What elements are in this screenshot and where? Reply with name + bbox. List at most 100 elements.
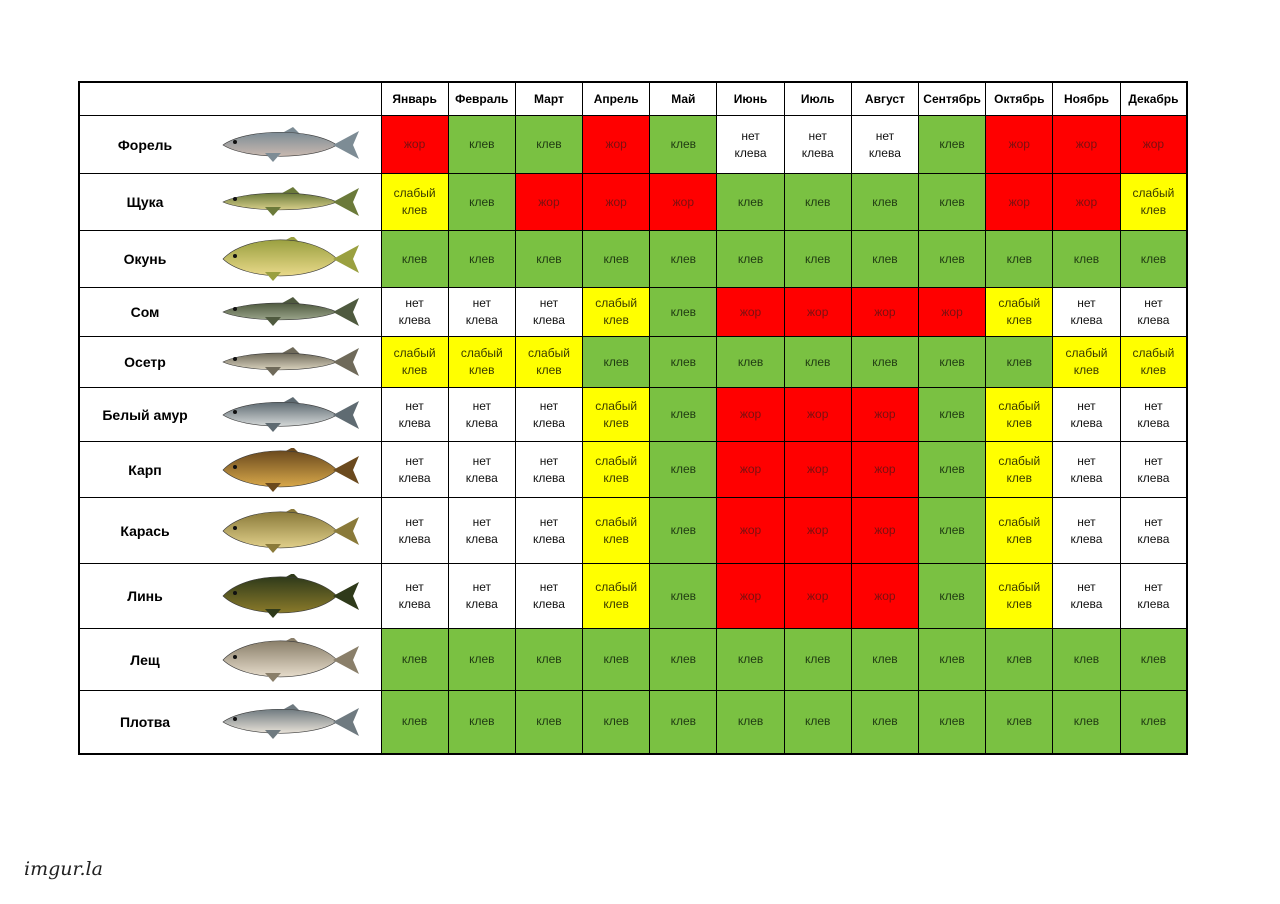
- activity-label: жор: [874, 407, 896, 421]
- activity-cell: жор: [514, 173, 584, 231]
- activity-label: нет клева: [465, 296, 498, 327]
- activity-cell: жор: [716, 287, 785, 337]
- activity-label: нет клева: [1070, 580, 1103, 611]
- activity-label: клев: [401, 251, 428, 266]
- activity-cell: клев: [649, 115, 718, 174]
- fish-image: [210, 340, 370, 384]
- activity-label: жор: [1142, 137, 1165, 151]
- fish-cell: Сом: [78, 287, 382, 337]
- activity-cell: клев: [783, 173, 852, 231]
- activity-cell: нет клева: [1052, 287, 1121, 337]
- fish-image: [210, 393, 370, 437]
- activity-cell: нет клева: [1052, 441, 1121, 498]
- activity-cell: слабый клев: [985, 441, 1054, 498]
- fish-image: [210, 574, 370, 618]
- activity-cell: жор: [783, 497, 852, 564]
- activity-cell: нет клева: [514, 387, 584, 442]
- grass-carp-fish-icon: [222, 396, 359, 432]
- activity-cell: клев: [985, 230, 1054, 288]
- sturgeon-fish-icon: [222, 347, 359, 376]
- fish-image: [210, 700, 370, 744]
- month-header: Июнь: [716, 81, 785, 116]
- activity-label: клев: [536, 652, 562, 666]
- activity-cell: жор: [850, 441, 920, 498]
- perch-fish-icon: [222, 237, 359, 281]
- fish-name: Форель: [117, 136, 173, 153]
- activity-label: клев: [872, 194, 898, 209]
- fish-name: Лещ: [130, 651, 160, 668]
- fish-row: Осетр слабый клев слабый клев слабый клев кл…: [78, 336, 1188, 388]
- activity-cell: нет клева: [1119, 387, 1188, 442]
- fish-image: [210, 237, 370, 281]
- activity-label: клев: [939, 462, 965, 476]
- activity-label: слабый клев: [1132, 186, 1175, 217]
- activity-label: жор: [1075, 137, 1098, 151]
- activity-cell: жор: [716, 563, 785, 629]
- activity-cell: клев: [447, 115, 516, 174]
- activity-label: клев: [737, 194, 764, 209]
- activity-label: клев: [1140, 714, 1167, 729]
- activity-cell: нет клева: [380, 441, 449, 498]
- roach-fish-icon: [222, 703, 359, 739]
- activity-label: клев: [939, 714, 965, 729]
- activity-cell: клев: [1119, 628, 1188, 691]
- activity-label: нет клева: [465, 398, 498, 430]
- activity-label: жор: [739, 523, 762, 537]
- activity-cell: клев: [514, 115, 584, 174]
- fishing-calendar-table: Январь Февраль Март Апрель Май Июнь Июль Август…: [78, 81, 1189, 755]
- fish-row: Окунь клев клев клев клев клев клев клев клев кле…: [78, 230, 1188, 288]
- activity-label: клев: [670, 652, 697, 666]
- activity-label: клев: [805, 251, 831, 266]
- activity-label: клев: [1006, 354, 1032, 369]
- activity-cell: клев: [649, 230, 718, 288]
- activity-label: слабый клев: [1132, 346, 1175, 377]
- activity-label: нет клева: [1137, 296, 1170, 327]
- activity-cell: жор: [582, 173, 651, 231]
- activity-cell: клев: [783, 690, 852, 754]
- activity-label: клев: [872, 714, 898, 729]
- activity-label: клев: [939, 407, 965, 421]
- activity-label: жор: [1075, 194, 1098, 209]
- activity-label: жор: [941, 304, 963, 319]
- activity-label: нет клева: [1070, 296, 1103, 327]
- activity-cell: клев: [850, 336, 920, 388]
- pike-fish-icon: [222, 187, 359, 216]
- fish-row: Лещ клев клев клев клев клев клев клев клев клев к…: [78, 628, 1188, 691]
- activity-cell: слабый клев: [985, 563, 1054, 629]
- activity-cell: слабый клев: [985, 287, 1054, 337]
- fish-cell: Белый амур: [78, 387, 382, 442]
- activity-cell: клев: [582, 230, 651, 288]
- activity-label: клев: [670, 304, 697, 319]
- fish-image: [210, 447, 370, 492]
- fish-cell: Щука: [78, 173, 382, 231]
- activity-label: клев: [469, 251, 495, 266]
- activity-cell: клев: [447, 690, 516, 754]
- activity-cell: слабый клев: [985, 497, 1054, 564]
- activity-label: жор: [874, 304, 896, 319]
- activity-label: клев: [469, 194, 495, 209]
- activity-cell: жор: [985, 173, 1054, 231]
- activity-cell: клев: [649, 690, 718, 754]
- fish-name: Белый амур: [102, 406, 188, 423]
- activity-label: клев: [939, 194, 965, 209]
- activity-label: клев: [805, 714, 831, 729]
- fish-name: Щука: [126, 194, 164, 210]
- activity-cell: клев: [917, 230, 987, 288]
- activity-cell: слабый клев: [1052, 336, 1121, 388]
- activity-cell: клев: [783, 628, 852, 691]
- activity-label: нет клева: [1070, 514, 1103, 546]
- activity-label: жор: [807, 462, 829, 476]
- activity-cell: клев: [649, 287, 718, 337]
- activity-label: жор: [672, 194, 695, 209]
- activity-cell: клев: [917, 497, 987, 564]
- activity-label: слабый клев: [393, 186, 436, 217]
- activity-cell: клев: [985, 690, 1054, 754]
- activity-cell: слабый клев: [582, 441, 651, 498]
- fish-row: Сом нет клева нет клева нет клева слабый кле…: [78, 287, 1188, 337]
- activity-label: клев: [939, 652, 965, 666]
- activity-cell: жор: [783, 387, 852, 442]
- activity-label: клев: [670, 137, 697, 151]
- activity-cell: клев: [850, 173, 920, 231]
- activity-label: клев: [939, 588, 965, 603]
- activity-cell: нет клева: [783, 115, 852, 174]
